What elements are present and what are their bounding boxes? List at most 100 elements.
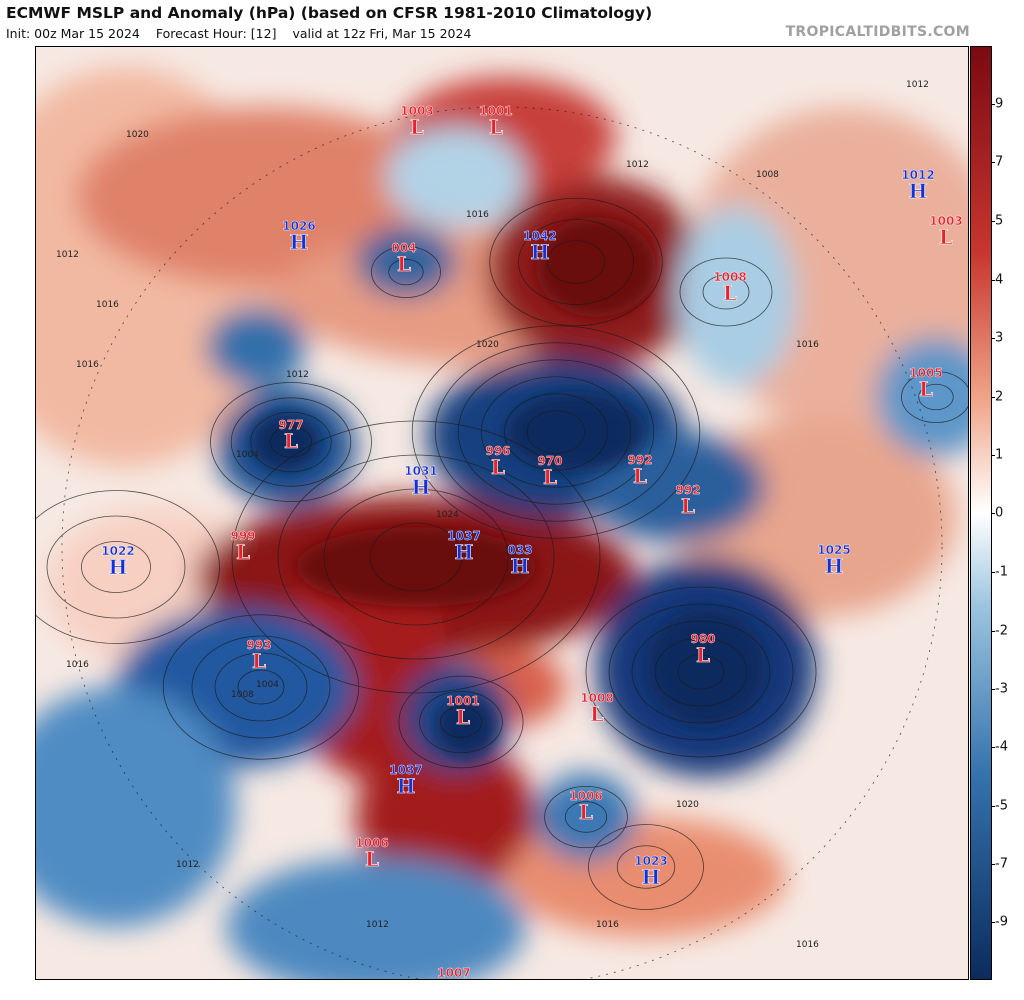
colorbar-tick-label: 2 [995,389,1004,405]
colorbar-tick-label: 1 [995,447,1004,463]
isobar [631,620,771,724]
colorbar-tick-mark [992,747,995,748]
center-pressure-value: 977 [278,418,303,432]
colorbar-tick-label: -2 [995,623,1008,639]
center-pressure-value: 1003 [400,104,433,118]
center-pressure-value: 1006 [355,836,388,850]
colorbar-tick-label: -4 [995,739,1008,755]
anomaly-colorbar [970,46,992,980]
colorbar-tick-mark [992,162,995,163]
center-letter: L [919,377,933,401]
isobar [608,603,794,741]
center-pressure-value: 1026 [282,219,315,233]
center-pressure-value: 1025 [817,543,850,557]
center-letter: L [447,977,461,979]
latitude-circle [61,106,943,979]
isobar [679,257,773,327]
center-pressure-value: 1037 [389,763,422,777]
isobar-label: 1012 [176,860,199,870]
isobar-label: 1016 [76,360,99,370]
center-pressure-value: 1037 [447,529,480,543]
center-letter: L [489,115,503,139]
center-letter: L [397,252,411,276]
center-letter: H [825,554,844,578]
isobar [411,325,701,539]
map-title: ECMWF MSLP and Anomaly (hPa) (based on C… [6,4,653,22]
center-pressure-value: 980 [690,632,715,646]
center-pressure-value: 1022 [101,544,134,558]
isobar-label: 1016 [66,660,89,670]
forecast-hour: Forecast Hour: [12] [155,26,277,41]
center-pressure-value: 1008 [580,691,613,705]
colorbar-tick-label: 9 [995,96,1004,112]
center-pressure-value: 996 [485,444,510,458]
center-pressure-value: 1023 [634,854,667,868]
center-letter: H [412,475,431,499]
site-credit: TROPICALTIDBITS.COM [785,24,970,40]
colorbar-tick-mark [992,864,995,865]
isobar [230,397,352,487]
center-pressure-value: 1006 [569,789,602,803]
center-letter: L [681,494,695,518]
colorbar-tick-mark [992,922,995,923]
isobar-label: 1008 [756,170,779,180]
pressure-centers: 1022H999L993L977L1026H1003L1001L004L1042… [101,104,963,979]
isobar [434,342,678,522]
isobar [918,383,954,411]
center-letter: H [642,865,661,889]
anomaly-map: 1012 1020 1016 1016 1012 1012 1016 1020 1008 1004… [35,46,969,980]
colorbar-tick-mark [992,397,995,398]
isobar [588,824,704,910]
isobar-label: 1004 [256,680,279,690]
colorbar-tick-mark [992,455,995,456]
map-subtitle: Init: 00z Mar 15 2024 Forecast Hour: [12… [6,26,483,41]
center-letter: H [531,240,550,264]
center-letter: L [456,705,470,729]
center-letter: H [511,554,530,578]
center-pressure-value: 1001 [479,104,512,118]
colorbar-tick-label: -5 [995,798,1008,814]
center-letter: L [365,847,379,871]
center-letter: L [939,225,953,249]
colorbar-tick-label: 0 [995,505,1004,521]
isobar [191,635,331,739]
center-pressure-value: 999 [230,529,255,543]
center-pressure-value: 993 [246,638,271,652]
isobar-label: 1016 [796,940,819,950]
center-pressure-value: 004 [391,241,416,255]
isobar [518,219,634,305]
center-letter: H [109,555,128,579]
center-pressure-value: 992 [627,453,652,467]
isobar [323,488,509,626]
colorbar-tick-label: 4 [995,272,1004,288]
isobar [654,637,748,707]
isobar [369,522,463,592]
colorbar-tick-label: 7 [995,154,1004,170]
isobar [210,382,372,502]
center-letter: L [543,465,557,489]
isobar [457,359,655,505]
isobar-label: 1024 [436,510,459,520]
center-letter: L [696,643,710,667]
isobar-label: 1012 [906,80,929,90]
colorbar-tick-label: -3 [995,681,1008,697]
isobar [564,801,608,833]
colorbar-tick-label: -1 [995,564,1008,580]
isobar-label: 1004 [236,450,259,460]
isobar [503,393,609,471]
isobar [371,246,441,298]
